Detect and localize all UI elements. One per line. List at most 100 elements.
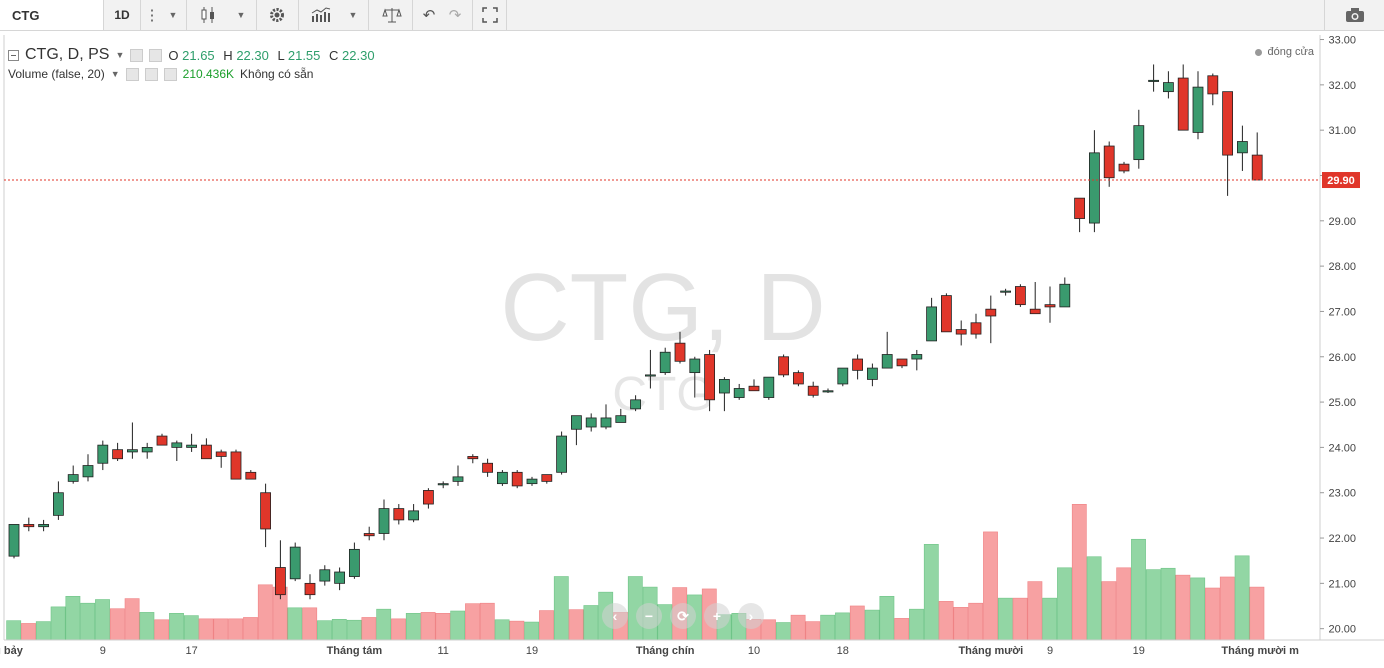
symbol-search[interactable]: CTG <box>0 0 104 30</box>
candle-body <box>526 478 538 485</box>
volume-bar <box>65 595 81 641</box>
candle-body <box>171 442 183 448</box>
candle-body <box>245 471 257 480</box>
candle-body <box>53 492 64 516</box>
camera-icon[interactable] <box>1324 0 1384 30</box>
open-label: O <box>168 47 179 63</box>
open-value: 21.65 <box>182 47 215 63</box>
candle-body <box>1059 283 1071 308</box>
candle-body <box>127 449 138 453</box>
watermark-small: CTG <box>612 368 713 421</box>
volume-bar <box>257 584 273 641</box>
volume-bar <box>1249 586 1265 641</box>
collapse-icon[interactable] <box>8 49 19 61</box>
top-toolbar: CTG 1D ⋮ ▼ ▼ ▼ ↶ ↷ <box>0 0 1384 31</box>
volume-bar <box>938 601 954 641</box>
caret-down-icon[interactable]: ▼ <box>115 50 125 60</box>
candle-body <box>1000 290 1011 293</box>
zoom-in-button[interactable]: + <box>704 603 730 629</box>
settings-icon[interactable] <box>149 48 163 62</box>
candle-body <box>941 295 952 333</box>
eye-icon[interactable] <box>130 48 144 62</box>
scale-icon[interactable] <box>372 0 412 30</box>
volume-bar <box>524 621 540 641</box>
scroll-left-button[interactable]: ‹ <box>602 603 628 629</box>
scroll-right-button[interactable]: › <box>738 603 764 629</box>
candle-body <box>896 358 908 367</box>
candle-body <box>630 399 641 410</box>
volume-bar <box>287 607 303 641</box>
reset-button[interactable]: ⟳ <box>670 603 696 629</box>
price-tick-label: 21.00 <box>1328 578 1356 590</box>
candle-body <box>260 492 272 530</box>
volume-bar <box>539 610 554 641</box>
volume-status: Không có sẵn <box>240 67 314 81</box>
time-tick-label: 11 <box>437 645 448 657</box>
candle-body <box>1044 304 1056 308</box>
volume-bar <box>1057 567 1072 641</box>
volume-bar <box>435 613 451 641</box>
candle-body <box>674 342 686 362</box>
candlestick-icon[interactable] <box>190 0 226 30</box>
candle-body <box>659 351 671 374</box>
volume-bar <box>864 609 880 641</box>
volume-bar <box>835 612 850 641</box>
candle-body <box>1089 152 1100 224</box>
undo-icon[interactable]: ↶ <box>422 7 436 24</box>
gear-icon[interactable] <box>258 0 296 30</box>
volume-bar <box>849 605 865 641</box>
toolbar-divider <box>298 0 299 30</box>
watermark-big: CTG, D <box>500 254 825 361</box>
eye-icon[interactable] <box>125 67 139 81</box>
low-label: L <box>277 47 285 63</box>
time-tick-label: Tháng mười <box>958 645 1023 657</box>
interval-button[interactable]: 1D <box>114 8 130 22</box>
zoom-out-button[interactable]: − <box>636 603 662 629</box>
volume-bar <box>805 621 821 641</box>
volume-bar <box>983 531 998 641</box>
candle-body <box>970 322 982 335</box>
candle-body <box>793 372 804 385</box>
volume-bar <box>1131 538 1146 641</box>
more-vert-icon[interactable]: ⋮ <box>144 7 160 24</box>
time-tick-label: 9 <box>100 645 106 657</box>
caret-down-icon[interactable]: ▼ <box>168 10 178 20</box>
candle-body <box>319 569 331 582</box>
volume-bar <box>302 607 318 641</box>
candle-body <box>23 524 35 528</box>
candle-body <box>1074 197 1085 219</box>
caret-down-icon[interactable]: ▼ <box>348 10 358 20</box>
candle-body <box>1103 145 1115 179</box>
indicators-icon[interactable] <box>302 0 340 30</box>
candle-body <box>8 524 20 557</box>
volume-bar <box>420 612 436 641</box>
redo-icon[interactable]: ↷ <box>448 7 462 24</box>
price-tick-label: 32.00 <box>1328 80 1356 92</box>
candle-body <box>186 444 198 448</box>
toolbar-divider <box>256 0 257 30</box>
volume-bar <box>479 602 495 641</box>
candle-body <box>230 451 242 480</box>
close-icon[interactable] <box>163 67 177 81</box>
volume-bar <box>361 617 377 641</box>
volume-bar <box>553 576 569 641</box>
volume-bar <box>968 602 984 641</box>
candle-body <box>215 451 227 457</box>
toolbar-divider <box>186 0 187 30</box>
settings-icon[interactable] <box>144 67 158 81</box>
fullscreen-icon[interactable] <box>476 0 504 30</box>
candle-body <box>112 449 123 460</box>
volume-bar <box>909 608 924 641</box>
price-tick-label: 29.00 <box>1328 216 1356 228</box>
candle-body <box>1237 141 1248 154</box>
price-tick-label: 24.00 <box>1328 442 1356 454</box>
candle-body <box>1251 154 1263 181</box>
candle-body <box>600 417 612 428</box>
volume-bar <box>1042 597 1058 641</box>
caret-down-icon[interactable]: ▼ <box>110 69 120 79</box>
time-tick-label: 19 <box>1133 645 1145 657</box>
caret-down-icon[interactable]: ▼ <box>236 10 246 20</box>
volume-bar <box>1175 574 1191 641</box>
